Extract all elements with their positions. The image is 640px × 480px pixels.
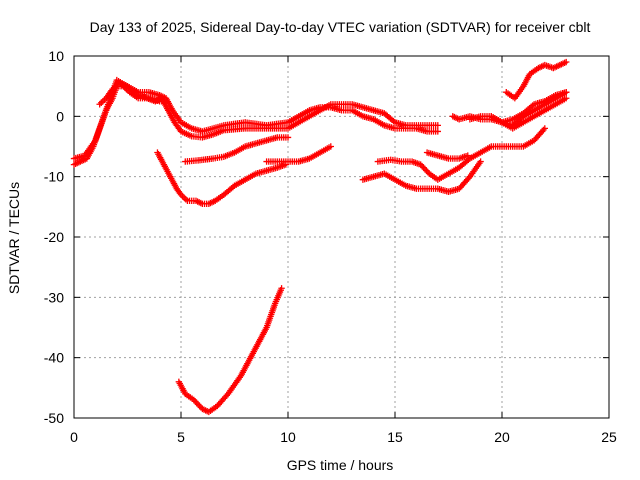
data-layer [70, 58, 570, 416]
data-point [464, 152, 471, 159]
x-tick-label: 25 [601, 429, 617, 445]
series-track-3 [96, 79, 170, 108]
data-point [563, 95, 570, 102]
x-tick-label: 5 [177, 429, 185, 445]
data-point [284, 134, 292, 141]
data-point [563, 89, 570, 96]
data-point [278, 285, 285, 292]
x-tick-label: 0 [70, 429, 78, 445]
axis-ticks: 0 5 10 15 20 25 -50 -40 -30 -20 -10 0 10 [44, 48, 617, 445]
data-point [541, 125, 548, 132]
y-tick-label: -30 [44, 289, 64, 305]
chart-title: Day 133 of 2025, Sidereal Day-to-day VTE… [90, 19, 591, 35]
x-tick-label: 15 [387, 429, 403, 445]
series-track-8 [374, 125, 548, 183]
series-track-10 [423, 149, 471, 162]
y-tick-label: -10 [44, 169, 64, 185]
data-point [162, 98, 170, 105]
data-point [327, 143, 334, 150]
y-tick-label: -40 [44, 350, 64, 366]
y-tick-label: 10 [48, 48, 64, 64]
y-tick-label: 0 [56, 108, 64, 124]
series-track-5 [182, 134, 292, 165]
series-track-14 [503, 58, 570, 102]
series-track-4 [154, 149, 290, 208]
series-track-13 [488, 89, 570, 129]
data-point [477, 158, 484, 165]
data-point [563, 58, 570, 66]
x-tick-label: 20 [494, 429, 510, 445]
x-axis-label: GPS time / hours [287, 457, 394, 473]
data-point [434, 128, 441, 135]
x-tick-label: 10 [280, 429, 296, 445]
y-tick-label: -50 [44, 410, 64, 426]
y-axis-label: SDTVAR / TECUs [6, 182, 22, 294]
data-point [434, 122, 441, 129]
series-track-9 [359, 158, 484, 195]
series-track-7 [175, 285, 285, 416]
y-tick-label: -20 [44, 229, 64, 245]
series-track-6 [263, 143, 334, 165]
